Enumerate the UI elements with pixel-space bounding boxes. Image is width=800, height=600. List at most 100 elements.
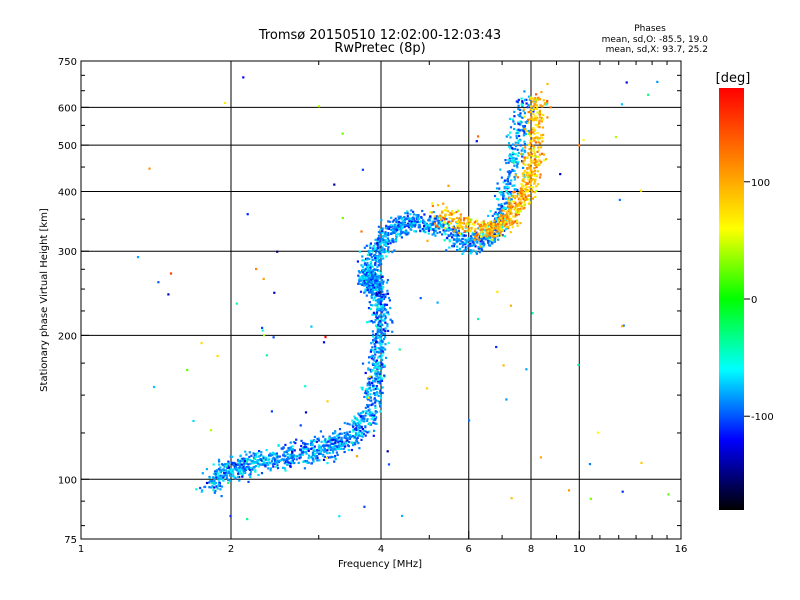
scatter-point [284,469,287,472]
scatter-point [498,208,501,211]
scatter-point [463,217,466,220]
scatter-point [371,304,374,307]
scatter-point [411,218,414,222]
scatter-point [347,448,350,452]
scatter-point [479,236,482,240]
scatter-point [358,276,361,279]
scatter-point [410,223,413,226]
scatter-point [514,157,518,160]
scatter-point [379,308,382,311]
scatter-point [368,284,371,287]
scatter-point [505,183,508,186]
scatter-point [511,223,514,226]
scatter-point [445,206,448,209]
scatter-point [513,178,516,181]
scatter-point [361,274,364,277]
scatter-point [388,225,391,228]
scatter-point [353,420,356,423]
scatter-point [403,225,406,229]
scatter-point [448,221,451,225]
scatter-point [457,231,460,234]
scatter-point [380,241,383,244]
scatter-point [530,160,533,163]
scatter-point [304,411,308,414]
scatter-point [531,97,534,100]
scatter-point [470,236,473,239]
scatter-point [469,220,472,224]
scatter-point [378,364,381,367]
scatter-point [454,228,458,231]
scatter-point [374,333,378,336]
scatter-point [526,156,529,159]
scatter-point [393,225,396,229]
scatter-point [291,461,294,465]
scatter-point [360,418,363,421]
scatter-point [241,468,245,471]
scatter-point [507,180,510,183]
scatter-point [533,132,536,135]
scatter-point [461,241,464,244]
scatter-point [527,103,530,106]
scatter-point [291,459,294,462]
scatter-point [391,239,394,243]
scatter-point [523,125,526,128]
scatter-point [412,213,415,216]
scatter-point [413,220,416,223]
scatter-point [346,439,349,442]
scatter-point [339,432,342,435]
scatter-point [387,341,390,345]
scatter-point [478,227,481,230]
scatter-point [376,375,379,378]
scatter-point [489,227,492,230]
scatter-point [242,76,245,79]
scatter-point [515,100,518,103]
scatter-point [263,334,266,337]
scatter-point [228,479,231,482]
scatter-point [222,474,225,477]
scatter-point [495,226,498,229]
scatter-point [513,190,516,193]
scatter-point [252,456,256,459]
scatter-point [216,354,219,358]
scatter-point [524,188,527,191]
scatter-point [351,435,354,438]
scatter-point [376,387,379,390]
scatter-point [517,139,520,142]
scatter-point [532,186,535,189]
scatter-point [505,162,508,165]
scatter-point [377,322,380,325]
scatter-point [473,243,476,246]
scatter-point [404,219,407,223]
scatter-point [227,460,230,463]
scatter-point [458,247,462,250]
scatter-point [286,460,289,463]
scatter-point [314,450,317,453]
scatter-point [363,280,366,283]
scatter-point [514,153,517,156]
scatter-point [381,354,384,357]
scatter-point [508,157,511,160]
scatter-point [462,243,465,246]
scatter-point [373,281,376,284]
scatter-point [370,280,373,283]
scatter-point [264,458,267,461]
scatter-point [269,469,272,472]
scatter-point [459,216,462,219]
scatter-point [514,141,517,144]
scatter-point [359,429,362,433]
scatter-point [521,179,524,182]
scatter-point [400,218,403,221]
scatter-point [375,422,378,425]
scatter-point [254,464,257,468]
scatter-point [357,442,360,445]
scatter-point [238,463,242,467]
scatter-point [332,448,335,451]
scatter-point [544,102,547,105]
scatter-point [497,238,500,241]
scatter-point [323,444,326,447]
scatter-point [383,243,386,247]
scatter-point [299,456,302,459]
scatter-point [387,329,390,332]
scatter-point [582,138,585,141]
scatter-point [468,223,471,226]
